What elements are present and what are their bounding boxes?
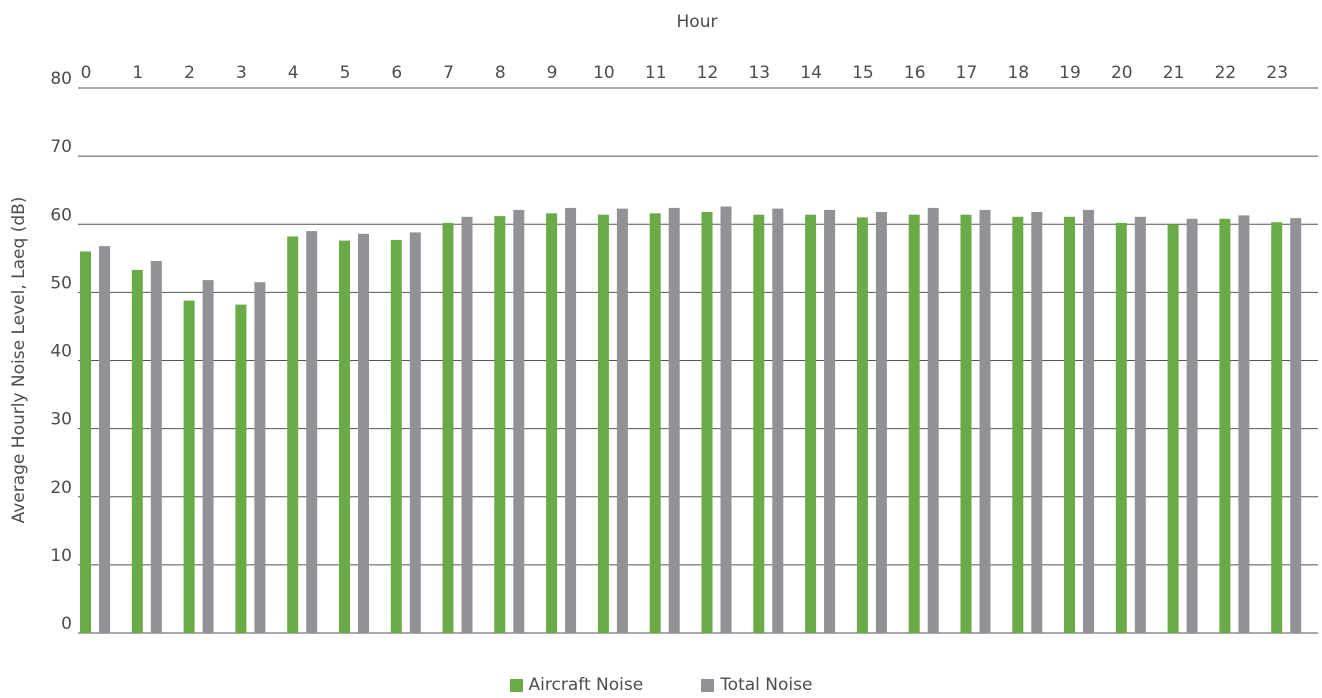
x-tick-label: 19 <box>1059 63 1081 83</box>
bar-total-hour-12 <box>720 206 732 633</box>
y-tick-labels: 0 10 20 30 40 50 60 70 80 <box>50 69 72 634</box>
bar-total-hour-13 <box>772 208 784 633</box>
bar-total-hour-3 <box>254 282 266 633</box>
y-tick-label: 40 <box>50 342 72 362</box>
bar-aircraft-hour-8 <box>494 216 506 633</box>
y-tick-label: 60 <box>50 205 72 225</box>
bar-total-hour-11 <box>668 207 680 633</box>
x-tick-label: 13 <box>748 63 770 83</box>
bar-aircraft-hour-14 <box>805 214 817 633</box>
legend-label-aircraft: Aircraft Noise <box>528 675 644 695</box>
bar-aircraft-hour-23 <box>1271 222 1283 633</box>
y-tick-label: 30 <box>50 410 72 430</box>
bar-total-hour-10 <box>616 208 628 633</box>
y-tick-label: 50 <box>50 273 72 293</box>
x-tick-label: 12 <box>697 63 719 83</box>
bar-total-hour-19 <box>1083 209 1094 633</box>
legend-item-aircraft: Aircraft Noise <box>509 675 644 695</box>
bar-aircraft-hour-13 <box>753 214 765 633</box>
bar-total-hour-4 <box>306 231 318 633</box>
bar-aircraft-hour-4 <box>287 236 299 633</box>
x-tick-label: 3 <box>236 63 247 83</box>
bar-aircraft-hour-3 <box>235 304 247 633</box>
bar-aircraft-hour-1 <box>131 269 143 633</box>
bar-aircraft-hour-21 <box>1167 224 1179 634</box>
bar-aircraft-hour-19 <box>1064 216 1075 634</box>
x-tick-label: 2 <box>184 63 195 83</box>
bar-total-hour-15 <box>875 212 887 633</box>
bar-total-hour-14 <box>824 209 836 633</box>
x-tick-label: 11 <box>645 63 667 83</box>
y-tick-label: 70 <box>50 137 72 157</box>
bar-aircraft-hour-18 <box>1012 216 1024 634</box>
bar-total-hour-21 <box>1186 218 1198 634</box>
y-tick-label: 20 <box>50 478 72 498</box>
bar-aircraft-hour-5 <box>339 240 350 633</box>
bar-aircraft-hour-0 <box>80 251 91 633</box>
bar-aircraft-hour-22 <box>1219 218 1231 634</box>
bar-total-hour-23 <box>1290 218 1302 633</box>
bars <box>80 206 1302 634</box>
bar-aircraft-hour-15 <box>856 217 868 633</box>
bar-total-hour-1 <box>150 261 162 633</box>
bar-aircraft-hour-12 <box>701 212 713 633</box>
legend: Aircraft Noise Total Noise <box>0 675 1322 695</box>
bar-aircraft-hour-7 <box>442 222 454 633</box>
x-tick-label: 21 <box>1163 63 1185 83</box>
x-tick-label: 16 <box>904 63 926 83</box>
bar-total-hour-20 <box>1134 216 1146 634</box>
x-tick-label: 22 <box>1215 63 1237 83</box>
bar-total-hour-5 <box>358 233 369 634</box>
x-tick-label: 23 <box>1266 63 1288 83</box>
x-tick-label: 17 <box>956 63 978 83</box>
x-tick-label: 18 <box>1007 63 1029 83</box>
x-tick-label: 15 <box>852 63 874 83</box>
bar-aircraft-hour-6 <box>390 239 402 633</box>
x-tick-label: 1 <box>132 63 143 83</box>
bar-total-hour-0 <box>99 246 110 633</box>
y-tick-label: 0 <box>61 614 72 634</box>
bar-aircraft-hour-16 <box>908 214 920 633</box>
bar-total-hour-6 <box>409 232 421 633</box>
x-axis-title: Hour <box>677 12 718 32</box>
x-tick-labels: 0 1 2 3 4 5 6 7 8 9 10 11 12 13 14 15 16 17 18 19 20 21 22 23 <box>81 63 1288 83</box>
bar-total-hour-7 <box>461 216 473 634</box>
bar-total-hour-8 <box>513 209 525 633</box>
x-tick-label: 8 <box>495 63 506 83</box>
y-axis-title: Average Hourly Noise Level, Laeq (dB) <box>9 197 29 524</box>
x-tick-label: 9 <box>547 63 558 83</box>
bar-total-hour-2 <box>202 280 214 633</box>
bar-aircraft-hour-11 <box>649 213 661 634</box>
bar-total-hour-9 <box>565 207 577 633</box>
legend-label-total: Total Noise <box>720 675 813 695</box>
legend-item-total: Total Noise <box>701 675 812 695</box>
x-tick-label: 20 <box>1111 63 1133 83</box>
legend-swatch-aircraft <box>509 678 523 692</box>
bar-total-hour-17 <box>979 209 991 633</box>
bar-aircraft-hour-10 <box>597 214 609 633</box>
x-tick-label: 6 <box>391 63 402 83</box>
bar-total-hour-18 <box>1031 212 1043 633</box>
y-tick-label: 80 <box>50 69 72 89</box>
bar-total-hour-22 <box>1238 215 1250 633</box>
gridlines <box>78 87 1318 634</box>
legend-swatch-total <box>701 678 715 692</box>
x-tick-label: 4 <box>288 63 299 83</box>
x-tick-label: 0 <box>81 63 92 83</box>
x-tick-label: 5 <box>340 63 351 83</box>
x-tick-label: 14 <box>800 63 822 83</box>
bar-aircraft-hour-17 <box>960 214 972 633</box>
bar-aircraft-hour-2 <box>183 300 195 633</box>
x-tick-label: 7 <box>443 63 454 83</box>
bar-total-hour-16 <box>927 207 939 633</box>
x-tick-label: 10 <box>593 63 615 83</box>
bar-aircraft-hour-20 <box>1115 222 1127 633</box>
bar-chart: 0 1 2 3 4 5 6 7 8 9 10 11 12 13 14 15 16 17 18 19 20 21 22 23 0… <box>9 12 1318 634</box>
y-tick-label: 10 <box>50 546 72 566</box>
bar-aircraft-hour-9 <box>546 213 558 634</box>
